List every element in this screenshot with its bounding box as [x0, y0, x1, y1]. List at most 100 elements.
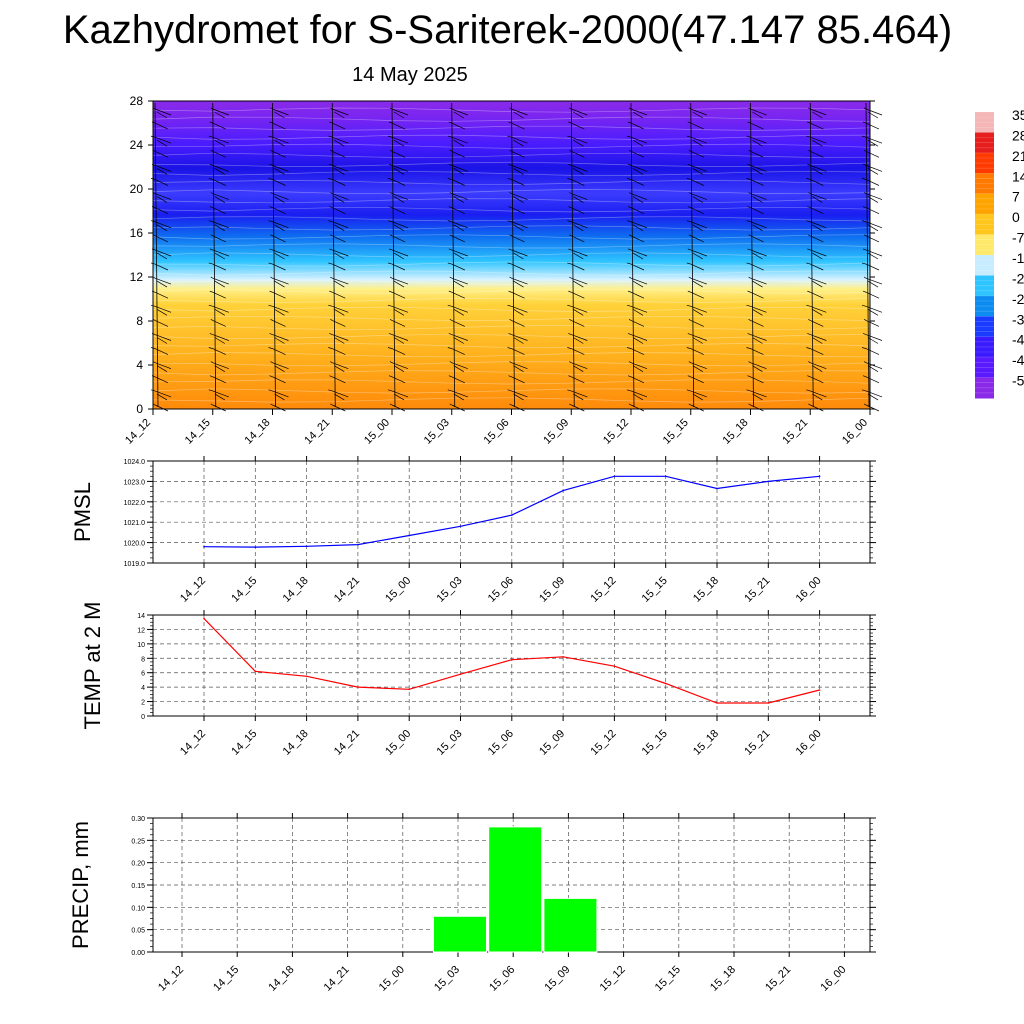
wind-barb-staff — [567, 262, 572, 265]
wind-barb-staff — [509, 149, 512, 152]
wind-barb-staff — [270, 276, 273, 279]
wind-barb-flag — [810, 136, 827, 144]
wind-barb-staff — [449, 192, 452, 194]
colorbar-label: 14 — [1012, 168, 1024, 184]
wind-barb-staff — [329, 375, 333, 378]
wind-barb-staff — [746, 389, 751, 392]
wind-barb-staff — [807, 290, 811, 293]
colorbar-label: -2 — [1012, 291, 1024, 307]
wind-barb-flag — [632, 111, 644, 119]
wind-barb-flag — [630, 263, 645, 271]
wind-barb-flag — [692, 308, 703, 316]
wind-barb-staff — [389, 234, 393, 237]
plot-frame — [152, 460, 871, 564]
x-tick-label: 15_21 — [763, 964, 793, 994]
wind-barb-staff — [447, 389, 452, 392]
wind-barb-flag — [632, 196, 644, 203]
wind-barb-staff — [208, 304, 213, 307]
precip-bar — [433, 915, 487, 953]
wind-barb-flag — [391, 277, 409, 285]
wind-barb-flag — [865, 404, 880, 412]
y-tick-label: 1021.0 — [124, 520, 146, 527]
wind-barb-flag — [332, 150, 346, 158]
x-tick-label: 15_09 — [537, 575, 567, 605]
wind-barb-flag — [865, 179, 880, 186]
wind-barb-flag — [752, 252, 763, 260]
wind-barb-flag — [453, 393, 464, 401]
wind-barb-staff — [508, 333, 512, 335]
y-tick-label: 8 — [136, 314, 143, 328]
wind-barb-flag — [391, 179, 406, 186]
colorbar-swatch — [975, 336, 994, 358]
wind-barb-staff — [568, 333, 572, 335]
wind-barb-staff — [509, 234, 512, 237]
wind-barb-staff — [330, 192, 333, 194]
wind-barb-flag — [810, 108, 827, 116]
wind-barb-flag — [451, 150, 465, 158]
temperature-cross-section: 0 4 8 12 16 20 24 28 14_12 14_15 14_18 14_21 15_00 15… — [123, 94, 883, 447]
colorbar-swatch — [975, 377, 994, 399]
wind-barb-flag — [214, 139, 225, 147]
pmsl-point — [203, 545, 205, 548]
wind-barb-staff — [507, 389, 512, 392]
wind-barb-flag — [391, 404, 406, 412]
wind-barb-staff — [628, 318, 632, 321]
wind-barb-flag — [630, 306, 648, 313]
wind-profile-axis — [331, 102, 336, 408]
wind-barb-flag — [212, 306, 229, 313]
wind-barb-staff — [569, 234, 572, 237]
colorbar-swatch — [975, 152, 994, 174]
wind-barb-flag — [511, 207, 525, 215]
wind-barb-flag — [750, 136, 767, 144]
colorbar-label: -4 — [1012, 332, 1024, 348]
wind-barb-staff — [269, 121, 273, 124]
wind-barb-staff — [748, 403, 751, 406]
wind-barb-staff — [569, 361, 572, 364]
wind-barb-flag — [573, 196, 584, 203]
wind-barb-staff — [269, 290, 273, 293]
temp-point — [716, 702, 718, 704]
y-tick-label: 0 — [141, 714, 145, 721]
colorbar-swatch — [975, 173, 994, 195]
wind-barb-staff — [628, 403, 632, 406]
temp-point — [767, 702, 770, 704]
wind-barb-flag — [632, 139, 644, 147]
wind-profile-axis — [750, 102, 754, 408]
wind-barb-staff — [567, 304, 572, 307]
wind-barb-flag — [214, 365, 225, 373]
colorbar-swatch — [975, 193, 994, 215]
wind-barb-flag — [752, 111, 763, 119]
wind-barb-staff — [626, 178, 632, 180]
temp-point — [408, 688, 411, 691]
y-tick-label: 1023.0 — [124, 479, 146, 486]
wind-barb-staff — [209, 121, 213, 124]
wind-barb-flag — [453, 168, 464, 175]
pmsl-point — [613, 475, 616, 478]
wind-barb-staff — [568, 375, 572, 378]
contour-line — [152, 397, 871, 403]
wind-barb-staff — [861, 347, 867, 349]
wind-barb-staff — [270, 403, 273, 406]
wind-barb-flag — [630, 277, 648, 285]
wind-barb-flag — [690, 193, 707, 200]
wind-barb-flag — [692, 337, 703, 344]
wind-barb-flag — [453, 196, 464, 203]
wind-barb-flag — [690, 235, 704, 243]
wind-barb-staff — [508, 121, 512, 124]
wind-barb-flag — [453, 224, 464, 232]
wind-barb-staff — [627, 206, 632, 208]
wind-barb-flag — [750, 249, 767, 257]
wind-barb-flag — [154, 263, 169, 271]
wind-barb-staff — [567, 389, 572, 392]
wind-barb-staff — [328, 220, 333, 223]
wind-barb-flag — [750, 108, 767, 116]
wind-barb-flag — [690, 108, 707, 116]
colorbar-label: -5 — [1012, 373, 1024, 389]
wind-barb-flag — [214, 393, 225, 401]
wind-barb-staff — [567, 220, 572, 223]
wind-barb-flag — [272, 306, 289, 313]
wind-barb-flag — [513, 224, 524, 232]
wind-barb-flag — [750, 235, 764, 243]
wind-barb-staff — [508, 248, 512, 251]
wind-barb-flag — [274, 280, 285, 288]
